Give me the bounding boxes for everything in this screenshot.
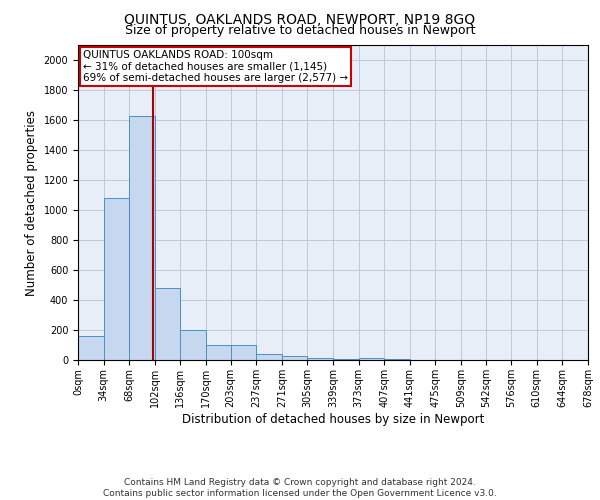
Bar: [181, 330, 206, 360]
Bar: [206, 345, 230, 360]
Text: Contains HM Land Registry data © Crown copyright and database right 2024.
Contai: Contains HM Land Registry data © Crown c…: [103, 478, 497, 498]
Bar: [78, 336, 104, 360]
Bar: [307, 358, 333, 360]
Text: Size of property relative to detached houses in Newport: Size of property relative to detached ho…: [125, 24, 475, 37]
Bar: [104, 198, 129, 360]
Bar: [256, 354, 282, 360]
Bar: [230, 345, 256, 360]
Y-axis label: Number of detached properties: Number of detached properties: [25, 110, 38, 296]
Text: QUINTUS OAKLANDS ROAD: 100sqm
← 31% of detached houses are smaller (1,145)
69% o: QUINTUS OAKLANDS ROAD: 100sqm ← 31% of d…: [83, 50, 348, 83]
Text: QUINTUS, OAKLANDS ROAD, NEWPORT, NP19 8GQ: QUINTUS, OAKLANDS ROAD, NEWPORT, NP19 8G…: [124, 12, 476, 26]
Bar: [129, 116, 155, 360]
Bar: [282, 356, 307, 360]
Bar: [359, 358, 384, 360]
Bar: [333, 358, 359, 360]
Bar: [384, 359, 410, 360]
X-axis label: Distribution of detached houses by size in Newport: Distribution of detached houses by size …: [182, 412, 484, 426]
Bar: [155, 288, 181, 360]
